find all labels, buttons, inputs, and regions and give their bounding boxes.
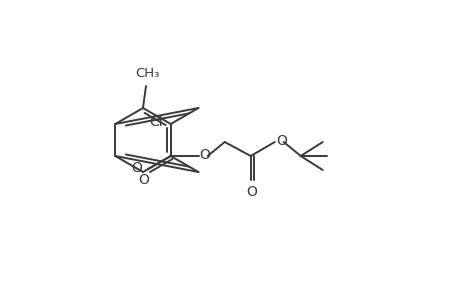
Text: O: O xyxy=(138,173,149,187)
Text: O: O xyxy=(246,185,257,199)
Text: O: O xyxy=(276,134,287,148)
Text: O: O xyxy=(199,148,210,162)
Text: Cl: Cl xyxy=(149,115,162,129)
Text: CH₃: CH₃ xyxy=(134,67,159,80)
Text: O: O xyxy=(131,161,142,175)
